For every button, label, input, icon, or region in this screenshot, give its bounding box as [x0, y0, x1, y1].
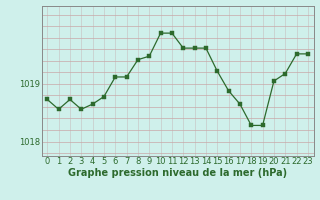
X-axis label: Graphe pression niveau de la mer (hPa): Graphe pression niveau de la mer (hPa)	[68, 168, 287, 178]
